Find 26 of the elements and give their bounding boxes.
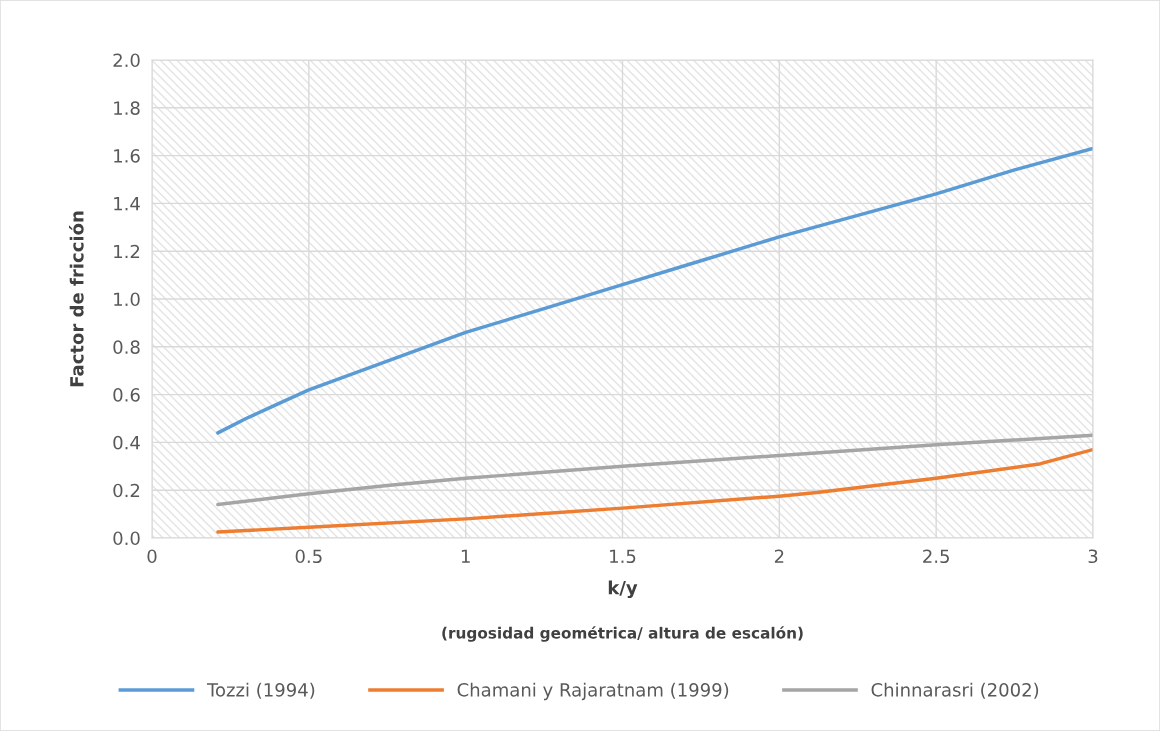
line-series [216, 146, 1093, 435]
legend-label: Chinnarasri (2002) [871, 682, 1039, 699]
y-tick-label: 0.6 [113, 388, 140, 402]
legend-label: Chamani y Rajaratnam (1999) [457, 682, 729, 701]
y-tick-label: 0.0 [113, 531, 140, 546]
y-tick-label: 1.4 [114, 197, 140, 211]
text: k/y (rugosidad geométrica/ altura de escalón) [442, 580, 803, 642]
legend-label: Tozzi (1994) [206, 682, 315, 699]
y-tick-label: 0.2 [113, 483, 140, 498]
y-tick-label: 2.0 [113, 53, 140, 68]
y-tick-label: 1.6 [114, 149, 140, 163]
y-tick-label: 1.0 [114, 292, 140, 307]
y-tick-label: 1.8 [114, 101, 140, 115]
x-tick-label: 0 [147, 549, 157, 564]
x-tick-label: 1 [461, 549, 470, 563]
y-tick-label: 0.4 [113, 435, 140, 450]
y-axis-title: Factor de fricción [68, 211, 84, 387]
line-series [216, 447, 1093, 534]
y-tick-label: 1.2 [114, 244, 140, 259]
x-tick-label: 0.5 [295, 549, 322, 564]
x-tick-label: 3 [1088, 549, 1098, 564]
line-series [216, 433, 1093, 507]
x-tick-label: 1.5 [610, 549, 636, 564]
x-tick-label: 2 [774, 549, 784, 563]
y-tick-label: 0.8 [113, 340, 140, 354]
x-tick-label: 2.5 [923, 549, 949, 564]
